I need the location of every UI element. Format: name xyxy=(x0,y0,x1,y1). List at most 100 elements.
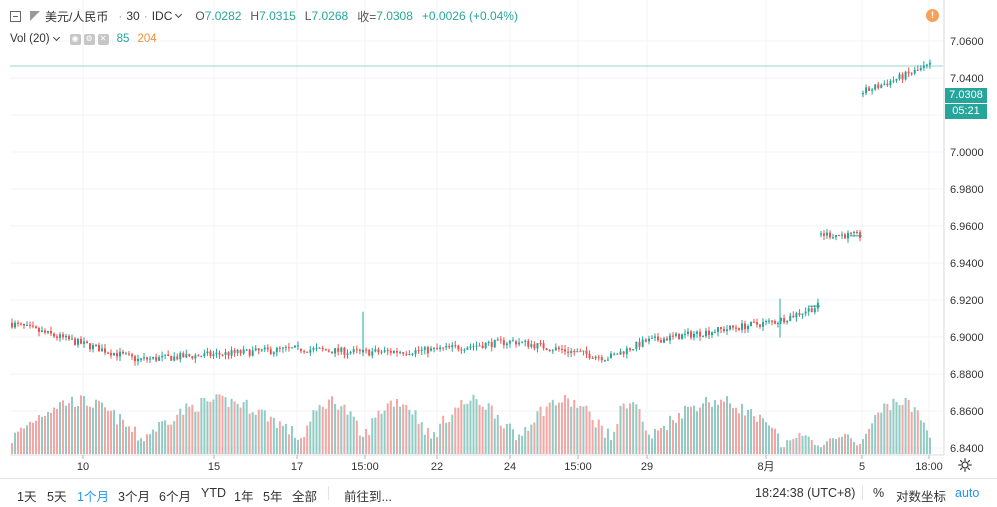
volume-bar xyxy=(705,396,707,454)
time-tick-label: 22 xyxy=(431,461,443,473)
candle-body xyxy=(281,347,284,349)
candle-body xyxy=(901,74,904,80)
chevron-down-icon[interactable] xyxy=(52,33,60,41)
candle-body xyxy=(753,321,755,323)
symbol-name[interactable]: 美元/人民币 xyxy=(45,9,109,24)
toolbar-divider xyxy=(862,486,863,500)
volume-bar xyxy=(632,402,635,454)
range-ytd-button[interactable]: YTD xyxy=(201,486,226,500)
candle-body xyxy=(777,323,779,325)
candle-body xyxy=(493,339,496,348)
collapse-legend-icon[interactable] xyxy=(10,10,21,22)
volume-bar xyxy=(560,402,563,454)
volume-bar xyxy=(260,409,263,454)
volume-bar xyxy=(352,416,355,454)
volume-bar xyxy=(810,440,813,454)
candle-body xyxy=(898,74,901,79)
volume-study-label[interactable]: Vol (20) xyxy=(10,33,50,45)
volume-bar xyxy=(173,421,176,454)
candle-body xyxy=(765,321,767,323)
candle-body xyxy=(684,333,686,335)
volume-bar xyxy=(77,406,79,454)
volume-bar xyxy=(152,429,155,454)
range-1d-button[interactable]: 1天 xyxy=(17,490,37,504)
candle-body xyxy=(23,323,25,326)
gear-icon[interactable]: ⚙ xyxy=(83,33,95,45)
volume-bar xyxy=(405,405,408,454)
chevron-down-icon[interactable] xyxy=(175,10,183,18)
volume-bar xyxy=(331,396,333,454)
goto-date-button[interactable]: 前往到... xyxy=(344,490,392,504)
log-scale-button[interactable]: 对数坐标 xyxy=(896,490,947,504)
volume-bar xyxy=(149,434,152,454)
range-3m-button[interactable]: 3个月 xyxy=(118,490,150,504)
volume-bar xyxy=(877,412,880,454)
range-1y-button[interactable]: 1年 xyxy=(234,490,254,504)
candle-body xyxy=(916,69,919,71)
candle-body xyxy=(170,356,173,361)
candle-body xyxy=(11,322,13,328)
open-label: O xyxy=(195,9,205,23)
volume-bar xyxy=(518,434,521,454)
volume-bar xyxy=(606,428,609,454)
candle-body xyxy=(829,232,831,238)
volume-bar xyxy=(765,422,767,454)
candle-body xyxy=(925,64,928,66)
volume-bar xyxy=(780,447,782,454)
volume-bar xyxy=(696,411,698,454)
candle-body xyxy=(792,315,795,318)
volume-bar xyxy=(125,426,127,454)
candle-body xyxy=(603,360,606,362)
eye-icon[interactable]: ◉ xyxy=(69,33,81,45)
alert-icon[interactable]: ! xyxy=(926,9,939,22)
candle-body xyxy=(59,334,61,338)
percent-scale-button[interactable]: % xyxy=(873,486,885,500)
volume-bar xyxy=(296,439,299,454)
volume-bar xyxy=(346,414,349,454)
candle-body xyxy=(487,342,490,344)
volume-bar xyxy=(551,399,554,454)
range-all-button[interactable]: 全部 xyxy=(292,490,318,504)
volume-bar xyxy=(853,442,855,454)
candle-body xyxy=(396,350,398,353)
volume-bar xyxy=(693,405,695,454)
volume-bar xyxy=(564,394,567,454)
range-1m-button[interactable]: 1个月 xyxy=(77,490,109,504)
candle-body xyxy=(904,71,907,80)
volume-bar xyxy=(257,409,260,454)
candle-body xyxy=(542,343,545,349)
candle-body xyxy=(816,302,819,309)
volume-bar xyxy=(420,422,423,454)
volume-bar xyxy=(844,433,846,454)
candle-body xyxy=(675,333,677,336)
exchange-label[interactable]: IDC xyxy=(151,9,173,23)
volume-bar xyxy=(838,437,840,454)
candle-body xyxy=(327,350,330,352)
candle-body xyxy=(245,349,248,351)
price-chart[interactable]: 7.06007.04007.02007.00006.98006.96006.94… xyxy=(0,0,997,478)
volume-bar xyxy=(841,436,843,454)
volume-bar xyxy=(62,400,64,454)
close-icon[interactable]: ✕ xyxy=(97,33,109,45)
candle-body xyxy=(337,348,340,352)
volume-bar xyxy=(798,433,801,454)
volume-bar xyxy=(83,395,85,454)
volume-bar xyxy=(245,399,248,454)
candle-body xyxy=(696,331,698,334)
volume-bar xyxy=(140,438,142,454)
clock-timezone[interactable]: 18:24:38 (UTC+8) xyxy=(755,486,856,500)
volume-bar xyxy=(570,406,573,454)
range-5d-button[interactable]: 5天 xyxy=(47,490,67,504)
auto-scale-button[interactable]: auto xyxy=(955,486,980,500)
range-5y-button[interactable]: 5年 xyxy=(263,490,283,504)
countdown-tag: 05:21 xyxy=(945,104,987,119)
interval-label[interactable]: 30 xyxy=(126,9,140,23)
range-6m-button[interactable]: 6个月 xyxy=(159,490,191,504)
volume-bars xyxy=(11,394,931,454)
settings-gear-icon[interactable] xyxy=(958,458,972,472)
volume-bar xyxy=(591,420,594,454)
candle-body xyxy=(594,356,597,359)
candle-body xyxy=(564,349,567,352)
candle-body xyxy=(92,345,94,350)
volume-bar xyxy=(20,427,22,454)
